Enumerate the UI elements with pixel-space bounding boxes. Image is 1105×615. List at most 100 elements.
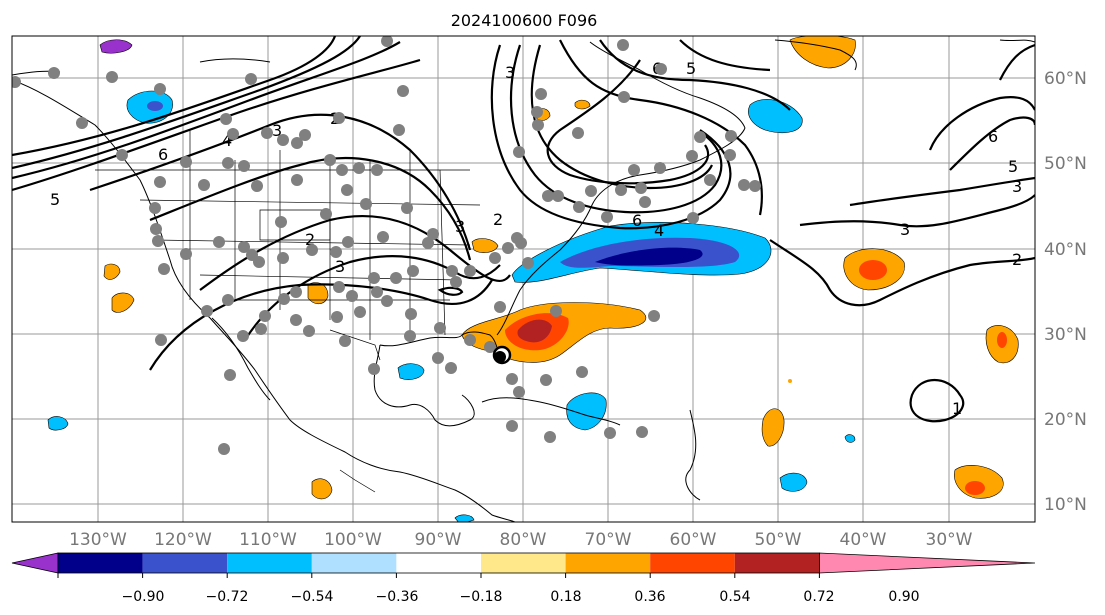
station-dot [618,91,630,103]
station-dot [290,286,302,298]
station-dot [291,137,303,149]
station-dot [522,257,534,269]
contour-label-group: 5 6 4 3 2 3 2 3 3 6 5 2 6 4 6 5 3 3 2 1 [50,59,1022,418]
station-dot [694,131,706,143]
station-dot [259,310,271,322]
colorbar-low-arrow [11,552,59,574]
station-dot [154,83,166,95]
hurricane-symbol [492,345,512,365]
lon-label: 90°W [415,530,462,550]
station-dot [377,231,389,243]
contour-label: 2 [493,210,503,229]
station-dot [76,117,88,129]
station-dot [320,208,332,220]
station-dot [333,112,345,124]
station-dot [654,162,666,174]
station-dot [158,263,170,275]
colorbar [11,552,1036,578]
station-dot [445,362,457,374]
station-dot [532,119,544,131]
station-dot [277,252,289,264]
station-dot [237,330,249,342]
station-dot [515,237,527,249]
colorbar-outline [57,552,820,574]
station-dot [738,179,750,191]
figure-title: 2024100600 F096 [451,11,598,30]
lat-label: 20°N [1044,410,1087,430]
station-dot [484,341,496,353]
contour-label: 3 [272,121,282,140]
station-dot [180,156,192,168]
station-dot [427,228,439,240]
station-dot [261,127,273,139]
lon-label: 50°W [755,530,802,550]
station-dot [220,113,232,125]
station-dot [635,182,647,194]
station-dot [604,427,616,439]
station-dot [535,88,547,100]
lon-label: 30°W [926,530,973,550]
station-dot [371,286,383,298]
station-dot [275,216,287,228]
station-dot [687,212,699,224]
station-dot [238,160,250,172]
station-dot [422,237,434,249]
lon-label: 120°W [154,530,212,550]
station-dot [407,265,419,277]
contour-label: 6 [158,145,168,164]
station-dot [450,276,462,288]
shaded-fields [47,36,1019,522]
station-dot [494,301,506,313]
colorbar-segment [227,553,312,573]
station-dot [585,185,597,197]
lon-label: 40°W [840,530,887,550]
station-dot [704,174,716,186]
station-dot [354,306,366,318]
station-dot [150,223,162,235]
station-dot [222,157,234,169]
station-dot [277,134,289,146]
station-dot [12,76,21,88]
station-dot [201,305,213,317]
colorbar-labels: −0.90 −0.72 −0.54 −0.36 −0.18 0.18 0.36 … [122,589,920,605]
station-dot [686,150,698,162]
station-dot [155,334,167,346]
station-dot [542,190,554,202]
station-dot [306,244,318,256]
station-dot [336,164,348,176]
station-dot [381,295,393,307]
lon-label: 70°W [585,530,632,550]
station-dot [116,149,128,161]
contour-label: 4 [222,131,232,150]
contour-label: 3 [455,217,465,236]
station-dot [227,128,239,140]
colorbar-segment [650,553,735,573]
colorbar-tick-label: −0.54 [291,589,334,605]
station-dot [446,265,458,277]
colorbar-tick-label: 0.90 [888,589,919,605]
lat-label: 40°N [1044,240,1087,260]
lon-label: 100°W [324,530,382,550]
station-dot [749,180,761,192]
station-dot [531,106,543,118]
coastlines [12,39,1035,522]
map-area: 5 6 4 3 2 3 2 3 3 6 5 2 6 4 6 5 3 3 2 1 [12,36,1035,522]
contour-label: 3 [900,220,910,239]
station-dot [544,431,556,443]
colorbar-tick-label: 0.72 [803,589,834,605]
station-dot [552,190,564,202]
contour-label: 6 [632,211,642,230]
station-dot [432,352,444,364]
station-dot [405,308,417,320]
station-dot [576,366,588,378]
station-dot [224,369,236,381]
station-dot [464,265,476,277]
station-dot [253,256,265,268]
contour-label: 5 [50,190,60,209]
station-dot [381,36,393,47]
contour-label: 3 [1012,177,1022,196]
lon-label: 130°W [69,530,127,550]
contour-label: 3 [505,63,515,82]
station-dot [506,420,518,432]
